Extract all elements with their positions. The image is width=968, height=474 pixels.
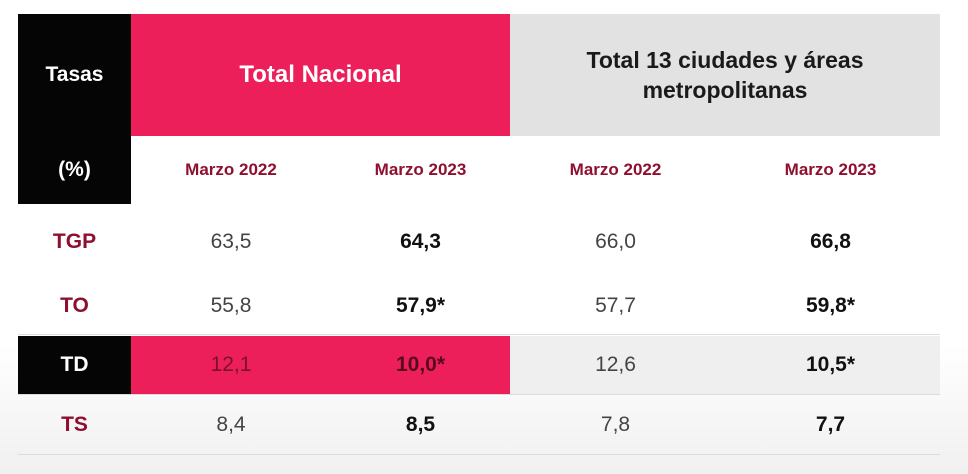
total-ciudades-header: Total 13 ciudades y áreas metropolitanas bbox=[510, 14, 940, 136]
cell-value: 12,6 bbox=[595, 353, 636, 376]
cell-value: 10,5* bbox=[805, 353, 856, 376]
cell-value: 8,5 bbox=[405, 413, 436, 436]
table-cell: 7,7 bbox=[721, 396, 940, 454]
table-cell: 57,9* bbox=[331, 276, 510, 336]
period-label: Marzo 2023 bbox=[784, 160, 877, 179]
row-label-td: TD bbox=[18, 336, 131, 394]
table-cell: 66,8 bbox=[721, 212, 940, 272]
row-divider bbox=[18, 334, 940, 335]
table-cell: 8,4 bbox=[131, 396, 331, 454]
row-divider bbox=[18, 394, 940, 395]
table-cell: 57,7 bbox=[510, 276, 721, 336]
period-header-1: Marzo 2022 bbox=[131, 136, 331, 204]
table-cell: 64,3 bbox=[331, 212, 510, 272]
cell-value: 57,9* bbox=[395, 294, 446, 317]
cell-value: 64,3 bbox=[400, 230, 441, 253]
cell-value: 57,7 bbox=[595, 294, 636, 317]
percent-label: (%) bbox=[58, 158, 91, 181]
period-label: Marzo 2022 bbox=[569, 160, 662, 179]
period-header-4: Marzo 2023 bbox=[721, 136, 940, 204]
row-label-text: TD bbox=[60, 353, 89, 376]
table-cell: 12,1 bbox=[131, 336, 331, 394]
period-header-2: Marzo 2023 bbox=[331, 136, 510, 204]
total-nacional-header: Total Nacional bbox=[131, 14, 510, 136]
tasas-label: Tasas bbox=[45, 63, 104, 86]
cell-value: 59,8* bbox=[805, 294, 856, 317]
table-cell: 59,8* bbox=[721, 276, 940, 336]
period-header-3: Marzo 2022 bbox=[510, 136, 721, 204]
cell-value: 66,8 bbox=[810, 230, 851, 253]
row-label-text: TGP bbox=[52, 230, 97, 253]
row-label-ts: TS bbox=[18, 396, 131, 454]
table-cell: 66,0 bbox=[510, 212, 721, 272]
table-cell: 8,5 bbox=[331, 396, 510, 454]
tasas-header: Tasas bbox=[18, 14, 131, 136]
table-cell: 7,8 bbox=[510, 396, 721, 454]
row-label-tgp: TGP bbox=[18, 212, 131, 272]
row-label-text: TS bbox=[61, 413, 88, 436]
cell-value: 12,1 bbox=[210, 353, 252, 376]
table-cell: 12,6 bbox=[510, 336, 721, 394]
cell-value: 7,8 bbox=[600, 413, 631, 436]
cell-value: 66,0 bbox=[595, 230, 636, 253]
total-ciudades-label: Total 13 ciudades y áreas metropolitanas bbox=[586, 47, 864, 103]
row-divider bbox=[18, 454, 940, 455]
percent-header: (%) bbox=[18, 136, 131, 204]
table-cell: 10,5* bbox=[721, 336, 940, 394]
period-label: Marzo 2023 bbox=[374, 160, 467, 179]
cell-value: 8,4 bbox=[216, 413, 246, 436]
period-label: Marzo 2022 bbox=[185, 160, 277, 179]
cell-value: 63,5 bbox=[210, 230, 252, 253]
total-nacional-label: Total Nacional bbox=[239, 61, 402, 88]
table-cell: 55,8 bbox=[131, 276, 331, 336]
td-row-band bbox=[510, 336, 940, 394]
table-cell: 63,5 bbox=[131, 212, 331, 272]
cell-value: 55,8 bbox=[210, 294, 252, 317]
cell-value: 7,7 bbox=[815, 413, 846, 436]
row-label-to: TO bbox=[18, 276, 131, 336]
cell-value: 10,0* bbox=[395, 353, 446, 376]
row-label-text: TO bbox=[60, 294, 89, 317]
table-cell: 10,0* bbox=[331, 336, 510, 394]
